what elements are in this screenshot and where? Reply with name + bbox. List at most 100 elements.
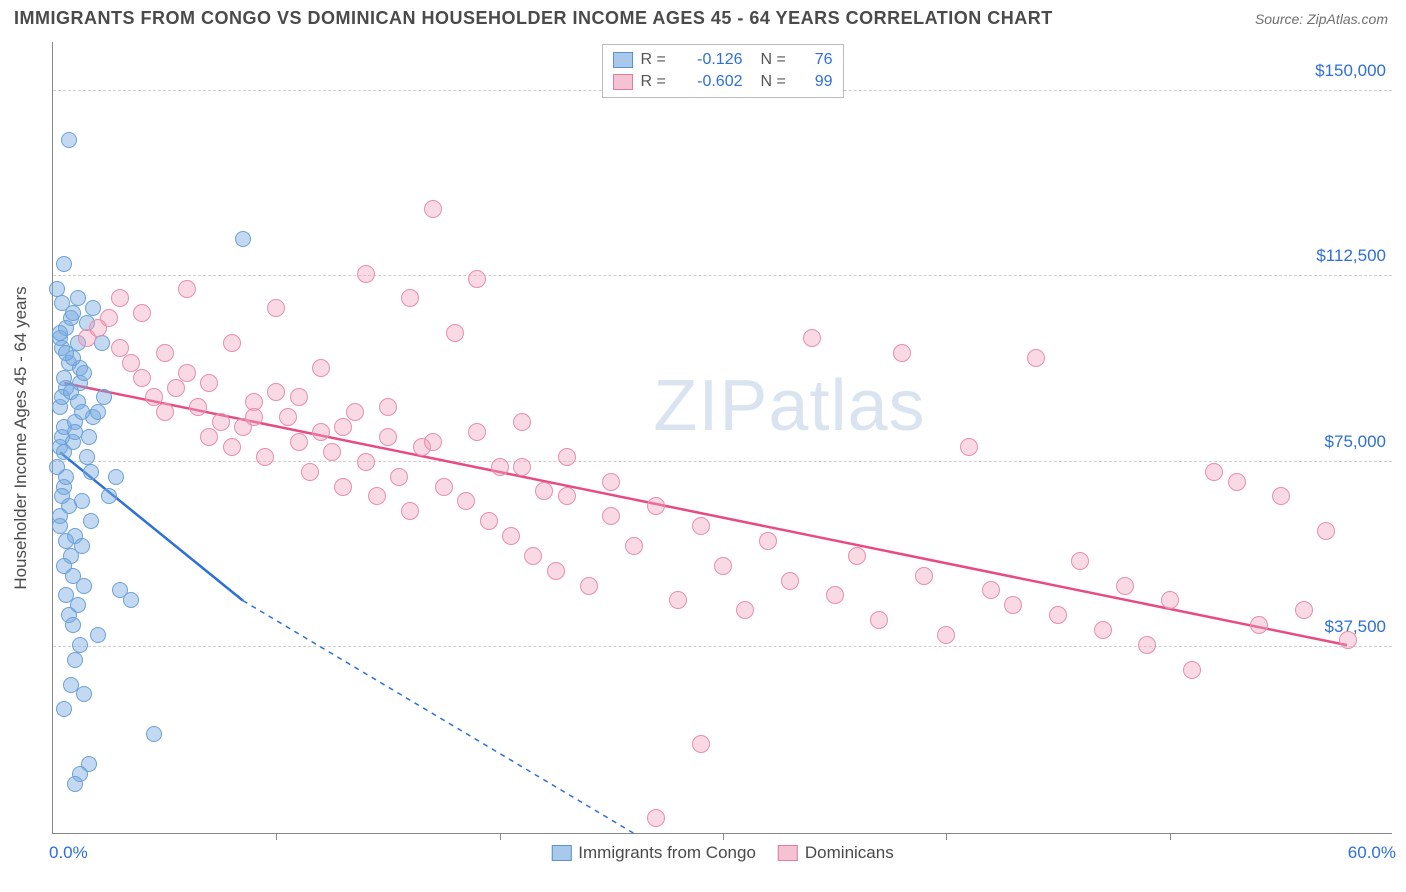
- congo-point: [83, 464, 99, 480]
- congo-trend-extension: [243, 601, 633, 833]
- y-tick-label: $150,000: [1315, 61, 1394, 81]
- dominican-point: [558, 487, 576, 505]
- congo-point: [90, 404, 106, 420]
- dominican-point: [1116, 577, 1134, 595]
- y-tick-label: $37,500: [1325, 617, 1394, 637]
- x-tick: [500, 833, 501, 840]
- dominican-point: [133, 304, 151, 322]
- dominican-point: [390, 468, 408, 486]
- dominican-point: [357, 265, 375, 283]
- y-tick-label: $112,500: [1316, 246, 1394, 266]
- dominican-point: [1228, 473, 1246, 491]
- dominican-point: [781, 572, 799, 590]
- dominican-point: [1161, 591, 1179, 609]
- dominican-point: [424, 200, 442, 218]
- congo-n-value: 76: [803, 49, 833, 71]
- x-tick: [1170, 833, 1171, 840]
- congo-point: [83, 513, 99, 529]
- dominican-point: [1071, 552, 1089, 570]
- source-label: Source: ZipAtlas.com: [1255, 11, 1388, 27]
- dominican-point: [200, 428, 218, 446]
- series-legend: Immigrants from Congo Dominicans: [551, 843, 893, 863]
- congo-point: [96, 389, 112, 405]
- dominican-point: [334, 478, 352, 496]
- congo-point: [70, 290, 86, 306]
- congo-point: [63, 384, 79, 400]
- dominican-point: [982, 581, 1000, 599]
- dominican-point: [736, 601, 754, 619]
- dominican-n-value: 99: [803, 71, 833, 93]
- dominican-point: [212, 413, 230, 431]
- dominican-point: [893, 344, 911, 362]
- congo-point: [146, 726, 162, 742]
- dominican-point: [1183, 661, 1201, 679]
- dominican-point: [167, 379, 185, 397]
- dominican-point: [826, 586, 844, 604]
- dominican-point: [602, 473, 620, 491]
- dominican-swatch-icon: [613, 74, 633, 90]
- dominican-point: [524, 547, 542, 565]
- congo-point: [61, 132, 77, 148]
- gridline: [53, 646, 1392, 647]
- congo-point: [67, 652, 83, 668]
- dominican-point: [1049, 606, 1067, 624]
- congo-swatch-icon: [613, 52, 633, 68]
- dominican-point: [1339, 631, 1357, 649]
- legend-row-congo: R =-0.126N =76: [613, 49, 833, 71]
- r-label: R =: [641, 71, 675, 93]
- dominican-point: [312, 359, 330, 377]
- dominican-point: [267, 383, 285, 401]
- dominican-point: [401, 502, 419, 520]
- dominican-point: [290, 388, 308, 406]
- dominican-point: [279, 408, 297, 426]
- legend-item-dominican: Dominicans: [778, 843, 894, 863]
- dominican-point: [625, 537, 643, 555]
- dominican-point: [1094, 621, 1112, 639]
- dominican-point: [535, 482, 553, 500]
- dominican-point: [870, 611, 888, 629]
- correlation-legend: R =-0.126N =76R =-0.602N =99: [602, 44, 844, 98]
- congo-point: [79, 449, 95, 465]
- dominican-point: [960, 438, 978, 456]
- congo-point: [56, 444, 72, 460]
- dominican-point: [401, 289, 419, 307]
- dominican-point: [301, 463, 319, 481]
- congo-point: [58, 469, 74, 485]
- dominican-point: [669, 591, 687, 609]
- congo-point: [56, 370, 72, 386]
- dominican-point: [602, 507, 620, 525]
- dominican-point: [1317, 522, 1335, 540]
- page-title: IMMIGRANTS FROM CONGO VS DOMINICAN HOUSE…: [14, 8, 1053, 29]
- dominican-point: [245, 408, 263, 426]
- congo-r-value: -0.126: [683, 49, 743, 71]
- dominican-point: [379, 398, 397, 416]
- congo-point: [52, 518, 68, 534]
- dominican-point: [1250, 616, 1268, 634]
- congo-series-name: Immigrants from Congo: [578, 843, 756, 863]
- dominican-point: [457, 492, 475, 510]
- dominican-point: [759, 532, 777, 550]
- congo-point: [49, 281, 65, 297]
- dominican-point: [189, 398, 207, 416]
- congo-point: [67, 424, 83, 440]
- dominican-point: [491, 458, 509, 476]
- dominican-point: [580, 577, 598, 595]
- dominican-point: [915, 567, 933, 585]
- dominican-point: [223, 438, 241, 456]
- dominican-point: [133, 369, 151, 387]
- scatter-chart: Householder Income Ages 45 - 64 years $3…: [52, 42, 1392, 834]
- dominican-point: [1004, 596, 1022, 614]
- dominican-point: [435, 478, 453, 496]
- x-tick: [276, 833, 277, 840]
- congo-point: [74, 493, 90, 509]
- congo-point: [85, 300, 101, 316]
- dominican-point: [156, 403, 174, 421]
- dominican-point: [111, 289, 129, 307]
- congo-point: [108, 469, 124, 485]
- dominican-point: [480, 512, 498, 530]
- watermark: ZIPatlas: [653, 365, 925, 447]
- dominican-point: [803, 329, 821, 347]
- congo-point: [67, 776, 83, 792]
- congo-point: [54, 295, 70, 311]
- dominican-point: [312, 423, 330, 441]
